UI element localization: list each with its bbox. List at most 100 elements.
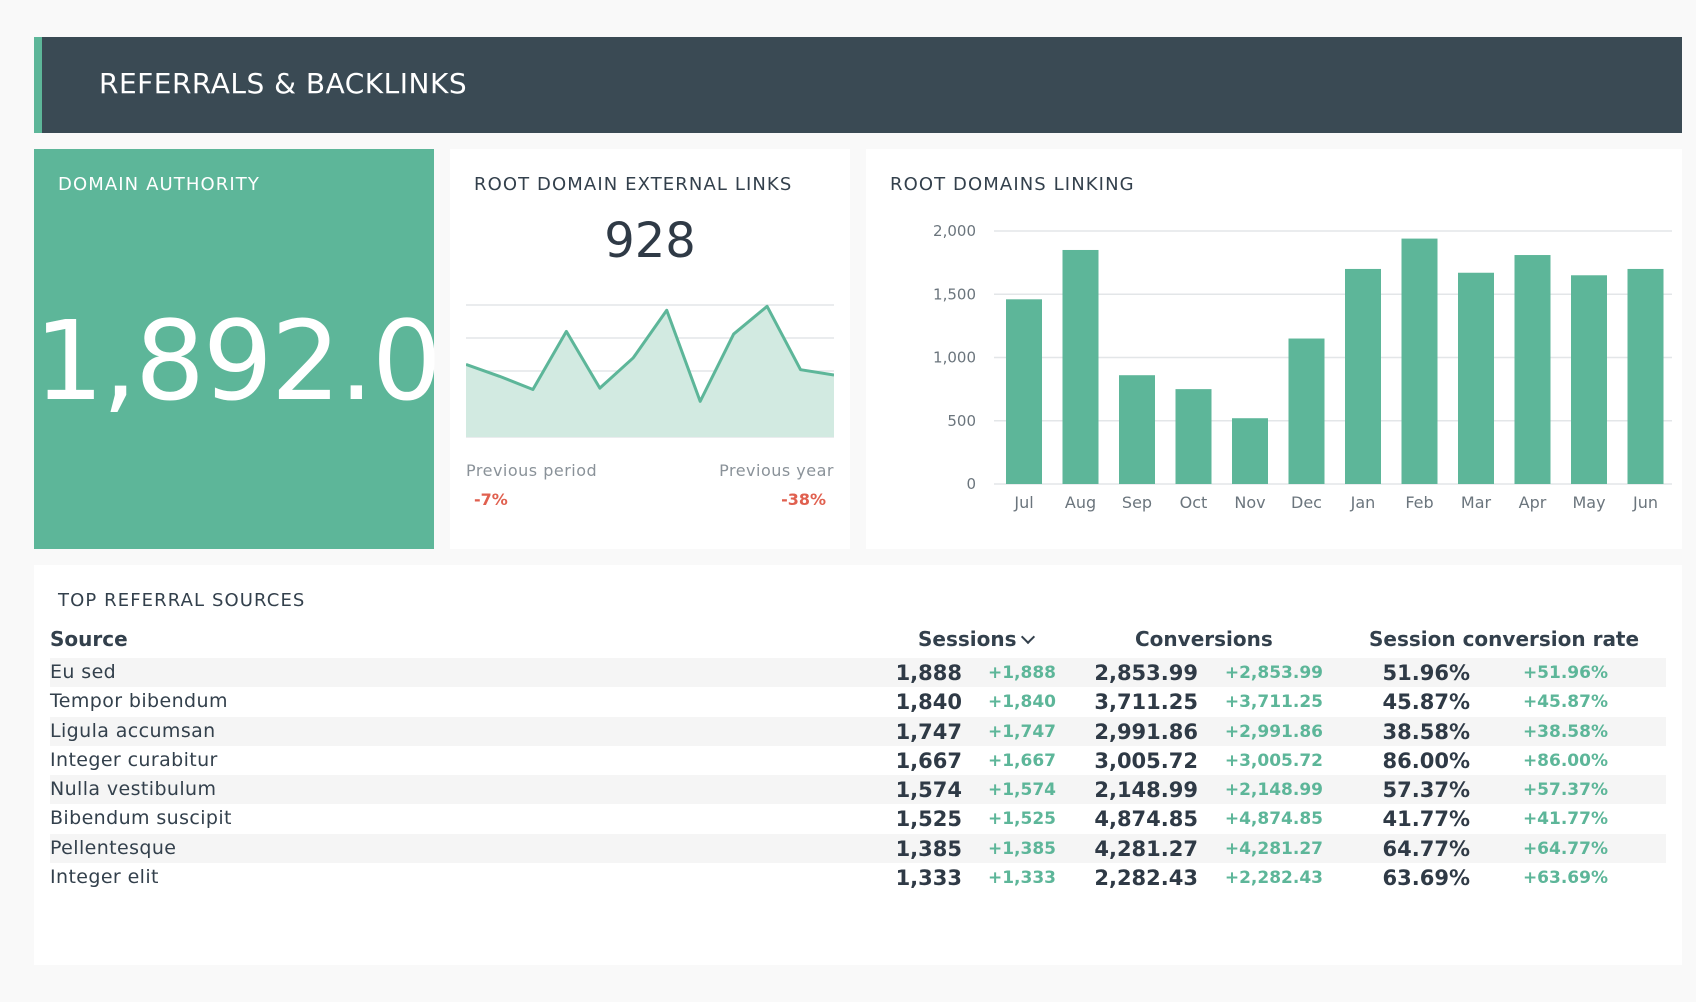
cell-conversions-delta: +2,991.86 (1224, 721, 1323, 742)
cell-conversion-rate: 63.69% (1382, 866, 1470, 891)
column-header-sessions[interactable]: Sessions (918, 627, 1035, 651)
cell-sessions-delta: +1,385 (987, 838, 1056, 859)
table-row[interactable]: Eu sed 1,888 +1,888 2,853.99 +2,853.99 51.96%… (50, 658, 1666, 688)
sparkline-area (466, 306, 834, 437)
x-tick-label: Apr (1519, 493, 1547, 512)
column-header-source[interactable]: Source (50, 627, 128, 651)
y-tick-label: 2,000 (933, 222, 976, 240)
table-row[interactable]: Bibendum suscipit 1,525 +1,525 4,874.85 +4,8… (50, 804, 1666, 833)
domain-authority-value: 1,892.0 (34, 297, 442, 425)
cell-conversions-delta: +2,148.99 (1224, 780, 1323, 801)
cell-conversions: 2,148.99 (1094, 778, 1198, 803)
cell-sessions: 1,667 (895, 748, 962, 773)
cell-sessions-delta: +1,667 (987, 750, 1056, 771)
table-header: Source Sessions Conversions Session conv… (50, 627, 1666, 655)
cell-sessions: 1,574 (895, 778, 962, 803)
external-links-title: ROOT DOMAIN EXTERNAL LINKS (474, 174, 793, 195)
cell-conversions: 3,005.72 (1094, 748, 1198, 773)
bar-sep[interactable] (1119, 375, 1155, 484)
cell-conversions: 2,991.86 (1094, 719, 1198, 744)
table-row[interactable]: Integer elit 1,333 +1,333 2,282.43 +2,282.43… (50, 863, 1666, 892)
cell-conversion-rate: 38.58% (1382, 719, 1470, 744)
cell-source: Integer elit (50, 866, 159, 889)
cell-source: Bibendum suscipit (50, 807, 232, 830)
cell-sessions-delta: +1,574 (987, 780, 1056, 801)
cell-source: Integer curabitur (50, 748, 218, 771)
external-links-card: ROOT DOMAIN EXTERNAL LINKS 928 Previous … (450, 149, 850, 549)
cell-conversion-rate: 64.77% (1382, 836, 1470, 861)
sessions-header-label: Sessions (918, 627, 1017, 651)
x-tick-label: Jan (1350, 493, 1376, 512)
cell-sessions: 1,525 (895, 807, 962, 832)
referral-sources-title: TOP REFERRAL SOURCES (58, 590, 306, 611)
referral-sources-card: TOP REFERRAL SOURCES Source Sessions Con… (34, 565, 1682, 965)
cell-sessions-delta: +1,747 (987, 721, 1056, 742)
cell-sessions: 1,333 (895, 866, 962, 891)
bar-nov[interactable] (1232, 418, 1268, 484)
cell-conversion-rate: 57.37% (1382, 778, 1470, 803)
external-links-value: 928 (604, 213, 696, 269)
root-domains-title: ROOT DOMAINS LINKING (890, 174, 1135, 195)
domain-authority-card: DOMAIN AUTHORITY 1,892.0 (34, 149, 442, 549)
column-header-conversion-rate[interactable]: Session conversion rate (1369, 627, 1640, 651)
chevron-down-icon (1020, 629, 1035, 645)
bar-jun[interactable] (1627, 268, 1664, 484)
x-tick-label: Sep (1122, 493, 1152, 512)
x-tick-label: Jun (1632, 493, 1658, 512)
cell-source: Tempor bibendum (50, 690, 228, 713)
cell-sessions: 1,888 (895, 661, 962, 685)
column-header-conversions[interactable]: Conversions (1135, 627, 1273, 651)
cell-conversions: 2,282.43 (1094, 866, 1198, 891)
cell-sessions-delta: +1,888 (987, 663, 1056, 683)
cell-conversion-rate-delta: +45.87% (1522, 692, 1608, 713)
cell-source: Eu sed (50, 661, 117, 683)
bar-oct[interactable] (1175, 389, 1212, 484)
previous-period-label: Previous period (466, 461, 598, 480)
x-tick-label: Nov (1234, 493, 1265, 512)
cell-conversion-rate: 41.77% (1382, 807, 1470, 832)
x-tick-label: Feb (1405, 493, 1433, 512)
bar-apr[interactable] (1514, 255, 1551, 484)
x-tick-label: Oct (1180, 493, 1208, 512)
bar-aug[interactable] (1062, 249, 1099, 484)
cell-source: Nulla vestibulum (50, 778, 217, 801)
y-tick-label: 500 (947, 412, 976, 430)
table-row[interactable]: Nulla vestibulum 1,574 +1,574 2,148.99 +2,14… (50, 775, 1666, 805)
cell-conversions: 3,711.25 (1094, 690, 1198, 715)
page-title: REFERRALS & BACKLINKS (99, 67, 468, 100)
bar-jan[interactable] (1345, 268, 1381, 484)
cell-conversion-rate-delta: +41.77% (1522, 809, 1608, 830)
bar-may[interactable] (1571, 275, 1607, 484)
table-row[interactable]: Tempor bibendum 1,840 +1,840 3,711.25 +3,711… (50, 687, 1666, 716)
table-row[interactable]: Pellentesque 1,385 +1,385 4,281.27 +4,281.27… (50, 833, 1666, 864)
cell-conversions-delta: +2,853.99 (1224, 663, 1323, 683)
cell-conversions-delta: +4,874.85 (1224, 809, 1323, 830)
bar-feb[interactable] (1401, 238, 1438, 484)
domain-authority-title: DOMAIN AUTHORITY (58, 174, 260, 195)
cell-sessions: 1,840 (895, 690, 962, 715)
cell-sessions: 1,747 (895, 719, 962, 744)
cell-source: Ligula accumsan (50, 719, 216, 742)
table-row[interactable]: Ligula accumsan 1,747 +1,747 2,991.86 +2,991… (50, 716, 1666, 746)
cell-sessions: 1,385 (895, 836, 962, 861)
y-tick-label: 1,500 (933, 285, 976, 303)
previous-period-value: -7% (474, 490, 508, 509)
cell-conversion-rate-delta: +64.77% (1522, 838, 1608, 859)
bar-mar[interactable] (1458, 272, 1494, 484)
cell-conversion-rate: 51.96% (1382, 661, 1470, 685)
table-row[interactable]: Integer curabitur 1,667 +1,667 3,005.72 +3,0… (50, 746, 1666, 775)
cell-conversions-delta: +4,281.27 (1224, 838, 1323, 859)
table-body: Eu sed 1,888 +1,888 2,853.99 +2,853.99 51.96%… (50, 658, 1666, 892)
cell-conversion-rate-delta: +38.58% (1522, 721, 1608, 742)
cell-conversion-rate-delta: +51.96% (1522, 663, 1608, 683)
cell-conversions-delta: +2,282.43 (1224, 868, 1323, 889)
bar-jul[interactable] (1006, 299, 1042, 484)
cell-conversions: 4,874.85 (1094, 807, 1198, 832)
cell-conversions: 4,281.27 (1094, 836, 1198, 861)
cell-conversion-rate: 45.87% (1382, 690, 1470, 715)
cell-conversions: 2,853.99 (1094, 661, 1198, 685)
y-tick-label: 0 (966, 475, 976, 493)
external-links-sparkline (466, 304, 834, 438)
x-tick-label: Dec (1291, 493, 1322, 512)
bar-dec[interactable] (1288, 338, 1325, 484)
